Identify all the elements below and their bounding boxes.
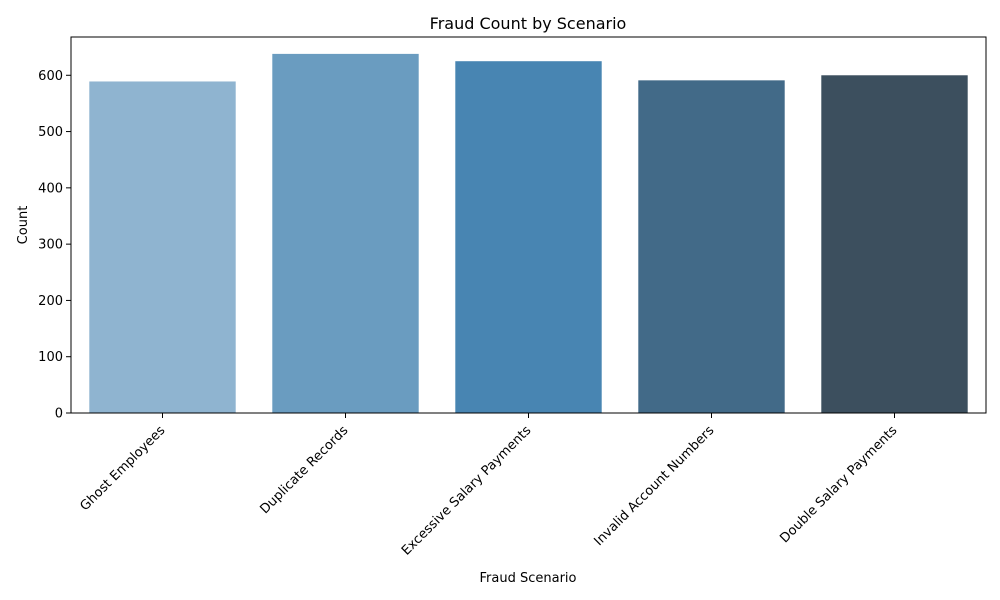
x-axis: Ghost Employees Duplicate Records Excessiv… — [78, 413, 900, 559]
x-tick-label: Double Salary Payments — [777, 423, 900, 546]
bar-double-salary-payments — [821, 75, 968, 413]
x-tick-label: Ghost Employees — [78, 423, 169, 514]
y-tick-label: 400 — [38, 181, 63, 196]
x-tick-label: Excessive Salary Payments — [399, 423, 535, 559]
bars-group — [89, 53, 968, 414]
y-tick-label: 200 — [38, 294, 63, 309]
bar-invalid-account-numbers — [638, 80, 785, 414]
bar-duplicate-records — [272, 53, 419, 413]
y-tick-label: 500 — [38, 125, 63, 140]
plot-frame — [70, 36, 987, 414]
bar-ghost-employees — [89, 81, 236, 413]
y-axis-label: Count — [16, 206, 31, 245]
y-tick-label: 300 — [38, 238, 63, 253]
y-tick-label: 0 — [55, 407, 63, 422]
x-axis-label: Fraud Scenario — [480, 571, 577, 586]
x-tick-label: Duplicate Records — [257, 423, 351, 517]
bar-excessive-salary-payments — [455, 61, 602, 414]
y-axis: 0 100 200 300 400 500 600 — [38, 69, 71, 422]
y-tick-label: 100 — [38, 350, 63, 365]
chart-title: Fraud Count by Scenario — [430, 14, 627, 33]
x-tick-label: Invalid Account Numbers — [591, 423, 717, 549]
y-tick-label: 600 — [38, 69, 63, 84]
